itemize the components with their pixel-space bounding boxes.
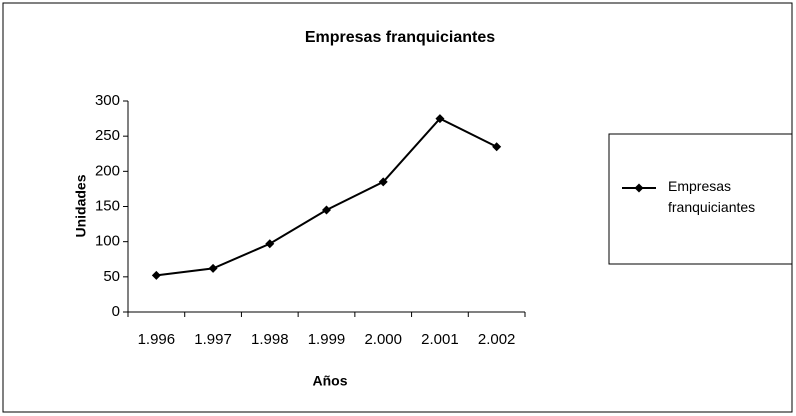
y-tick-label: 100 [95,233,120,250]
y-tick-label: 150 [95,197,120,214]
data-point [322,205,331,215]
data-point [492,142,502,152]
legend-label: Empresas franquiciantes [668,178,756,215]
x-tick-label: 1.998 [251,331,289,348]
x-tick-label: 2.002 [478,331,516,348]
x-tick-label: 1.997 [194,331,232,348]
x-tick-label: 2.001 [421,331,459,348]
y-tick-label: 300 [95,92,120,109]
y-axis-label: Unidades [73,174,89,237]
data-point [435,114,445,124]
y-tick-label: 250 [95,127,120,144]
x-tick-label: 1.996 [138,331,176,348]
legend-marker [634,183,644,193]
data-point [378,177,388,187]
data-point [151,270,161,280]
x-tick-label: 1.999 [308,331,346,348]
chart-title: Empresas franquiciantes [305,29,495,46]
y-tick-label: 200 [95,162,120,179]
x-axis-label: Años [313,373,348,389]
data-point [265,239,275,249]
legend-box [608,133,793,265]
y-tick-label: 0 [112,303,120,320]
x-tick-label: 2.000 [364,331,402,348]
y-tick-label: 50 [103,268,120,285]
data-point [208,263,218,273]
